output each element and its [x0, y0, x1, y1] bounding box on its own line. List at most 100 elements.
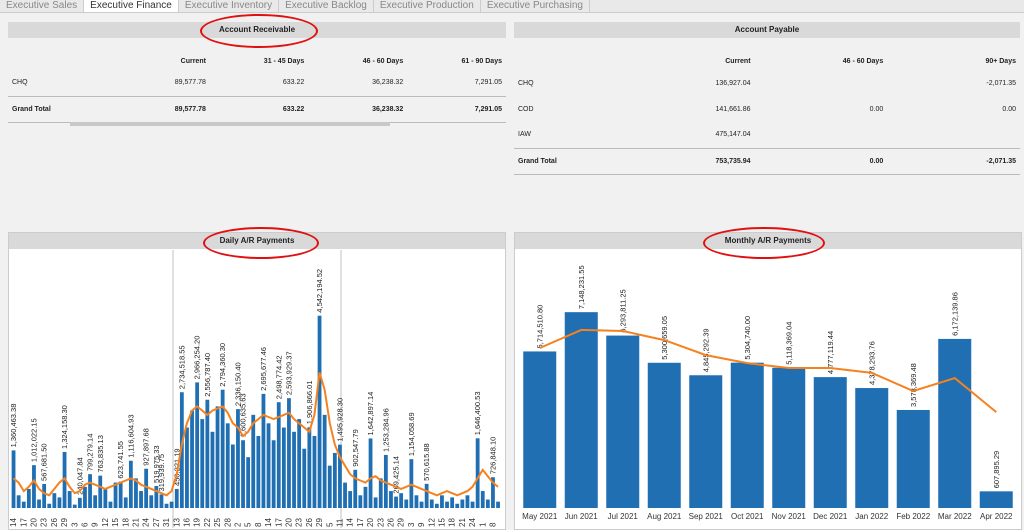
column-header: Current	[180, 57, 206, 65]
data-label: 450,221.19	[172, 448, 181, 486]
tab-bar: Executive Sales Executive Finance Executiv…	[0, 0, 1024, 13]
x-tick-label: 17	[356, 518, 365, 527]
header-row: Current 46 - 60 Days 90+ Days	[514, 52, 1020, 70]
bar	[149, 495, 154, 508]
data-label: 2,336,150.40	[233, 362, 242, 406]
row-label: CHQ	[12, 79, 28, 87]
bar	[220, 389, 225, 508]
bar	[564, 312, 598, 508]
bar	[348, 491, 353, 508]
x-tick-label: Aug 2021	[647, 512, 682, 521]
bar	[251, 414, 256, 508]
highlight-ring	[200, 14, 318, 48]
bar	[215, 406, 220, 508]
daily-panel: Daily A/R Payments 14 17 20 23 26 29 3 6 9 12 15 18…	[8, 232, 506, 530]
bar	[358, 495, 363, 508]
cell: -2,071.35	[986, 79, 1016, 87]
x-tick-label: 3	[70, 522, 79, 527]
x-tick-label: Oct 2021	[731, 512, 764, 521]
data-label: 1,646,400.53	[473, 391, 482, 435]
cell: 136,927.04	[715, 79, 751, 87]
row-label: COD	[518, 105, 534, 113]
data-label: 519,975.33	[152, 445, 161, 483]
bar	[429, 499, 434, 508]
x-tick-label: 26	[386, 518, 395, 527]
bar	[772, 367, 806, 508]
bar	[287, 398, 291, 508]
chart: May 2021 Jun 2021 Jul 2021 Aug 2021 Sep 2021…	[522, 265, 1013, 521]
bar	[419, 501, 424, 508]
x-tick-label: 19	[193, 518, 202, 527]
table-row: CHQ 89,577.78 633.22 36,238.32 7,291.05	[8, 70, 506, 96]
x-tick-label: 29	[60, 518, 69, 527]
bar	[445, 501, 449, 508]
data-label: 1,600,635.63	[239, 393, 248, 437]
table-row: COD 141,661.86 0.00 0.00	[514, 96, 1020, 122]
x-tick-label: Dec 2021	[813, 512, 848, 521]
x-tick-label: 16	[182, 518, 191, 527]
bar	[26, 488, 31, 508]
data-label: 319,939.75	[157, 454, 166, 492]
data-label: 1,253,284.96	[381, 408, 390, 452]
column-header: Current	[725, 57, 751, 65]
x-tick-label: 31	[162, 518, 171, 527]
data-label: 1,642,897.14	[366, 392, 375, 436]
highlight-ring	[203, 227, 319, 259]
column-header: 46 - 60 Days	[362, 57, 404, 65]
tab: Executive Production	[374, 0, 481, 12]
bar	[813, 377, 847, 508]
data-label: 1,154,058.69	[407, 412, 416, 456]
x-tick-label: 22	[203, 518, 212, 527]
x-tick-label: 24	[142, 518, 151, 527]
bar	[363, 486, 368, 508]
x-tick-label: Sep 2021	[689, 512, 724, 521]
bar	[394, 496, 398, 508]
bar	[440, 495, 444, 508]
cell: 0.00	[1002, 105, 1016, 113]
data-label: 1,906,866.01	[305, 380, 314, 424]
bar	[302, 448, 307, 508]
x-tick-label: 9	[91, 522, 100, 527]
data-label: 927,897.68	[142, 428, 151, 466]
x-tick-label: 15	[111, 518, 120, 527]
table-row: IAW 475,147.04	[514, 122, 1020, 148]
cell: 7,291.05	[474, 79, 502, 87]
bar	[52, 493, 57, 508]
bar	[460, 499, 465, 508]
bar	[383, 454, 388, 508]
bar	[83, 486, 87, 508]
bar	[480, 491, 485, 508]
bar	[261, 393, 266, 508]
data-label: 570,615.88	[422, 443, 431, 481]
data-label: 2,734,518.55	[177, 345, 186, 389]
x-tick-label: 17	[274, 518, 283, 527]
bar	[16, 495, 21, 508]
bar	[77, 497, 82, 508]
bar	[266, 423, 271, 508]
bar	[210, 431, 215, 508]
bar	[32, 465, 36, 508]
payable-panel: Account Payable Current 46 - 60 Days 90+ D…	[514, 22, 1020, 227]
bar	[21, 501, 26, 508]
tab: Executive Sales	[0, 0, 85, 12]
data-label: 1,116,604.93	[126, 414, 135, 457]
bar	[236, 409, 240, 508]
x-tick-label: 23	[376, 518, 385, 527]
tab: Executive Purchasing	[481, 0, 590, 12]
bar	[404, 499, 409, 508]
x-tick-label: Jul 2021	[608, 512, 639, 521]
bar	[322, 414, 327, 508]
table-row: CHQ 136,927.04 -2,071.35	[514, 70, 1020, 96]
x-tick-label: May 2021	[522, 512, 558, 521]
bar	[338, 444, 342, 508]
bar	[378, 478, 383, 508]
data-label: 1,495,928.30	[335, 398, 344, 442]
x-tick-label: 26	[305, 518, 314, 527]
column-header: 90+ Days	[985, 57, 1016, 65]
data-label: 2,966,254.20	[193, 336, 202, 380]
bar	[434, 503, 439, 508]
header-row: Current 31 - 45 Days 46 - 60 Days 61 - 90 D…	[8, 52, 506, 70]
x-tick-label: 18	[121, 518, 130, 527]
cell	[755, 122, 888, 148]
